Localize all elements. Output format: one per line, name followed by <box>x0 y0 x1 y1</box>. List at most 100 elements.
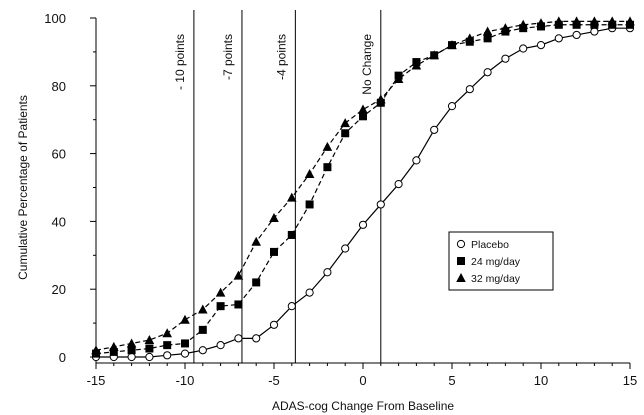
data-point-marker <box>234 334 243 343</box>
legend-box <box>448 231 554 291</box>
legend: Placebo 24 mg/day 32 mg/day <box>448 231 554 291</box>
data-point-marker <box>625 16 635 26</box>
data-point-marker <box>358 220 368 229</box>
x-axis-title: ADAS-cog Change From Baseline <box>272 399 454 413</box>
data-point-marker <box>304 168 315 178</box>
data-point-marker <box>323 163 332 172</box>
data-point-marker <box>412 156 421 165</box>
data-point-marker <box>456 239 466 249</box>
data-point-marker <box>571 16 582 26</box>
legend-label: 24 mg/day <box>471 256 521 268</box>
data-point-marker <box>554 34 563 43</box>
data-point-marker <box>447 40 457 50</box>
data-point-marker <box>456 273 466 282</box>
data-point-marker <box>359 112 367 121</box>
data-point-marker <box>126 338 137 348</box>
data-point-marker <box>198 304 208 314</box>
y-tick-label: 0 <box>59 350 66 365</box>
data-point-marker <box>430 125 439 134</box>
data-point-marker <box>429 50 439 60</box>
data-point-marker <box>180 314 190 324</box>
x-ticks: -15 -10 -5 0 5 10 15 <box>87 363 637 388</box>
x-tick-label: -5 <box>268 373 280 388</box>
data-point-marker <box>198 325 207 334</box>
data-point-marker <box>109 341 119 351</box>
data-point-marker <box>163 351 172 360</box>
y-axis-title: Cumulative Percentage of Patients <box>16 95 30 280</box>
data-point-marker <box>394 180 403 189</box>
data-point-marker <box>607 16 617 26</box>
data-point-marker <box>482 26 493 36</box>
y-tick-label: 80 <box>52 79 66 94</box>
x-tick-label: 15 <box>623 373 637 388</box>
data-point-marker <box>198 346 207 355</box>
data-point-marker <box>340 118 350 128</box>
data-point-marker <box>252 278 261 287</box>
y-tick-label: 100 <box>44 11 66 26</box>
reference-line-label: -7 points <box>221 34 235 80</box>
data-point-marker <box>180 349 190 358</box>
data-point-marker <box>127 346 136 355</box>
data-point-marker <box>483 68 492 77</box>
data-point-marker <box>269 320 279 329</box>
data-point-marker <box>341 129 350 138</box>
data-point-marker <box>500 23 511 33</box>
data-point-marker <box>287 192 297 202</box>
data-point-marker <box>536 41 546 50</box>
x-tick-label: 10 <box>534 373 548 388</box>
data-point-marker <box>536 18 546 28</box>
y-ticks: 0 20 40 60 80 100 <box>44 11 96 365</box>
data-point-marker <box>376 200 385 209</box>
data-point-marker <box>501 54 510 63</box>
data-point-marker <box>554 16 564 26</box>
reference-line-label: -4 points <box>274 34 288 80</box>
data-point-marker <box>216 341 225 350</box>
data-point-marker <box>145 352 154 362</box>
x-tick-label: -10 <box>176 373 195 388</box>
data-point-marker <box>447 102 457 111</box>
data-point-marker <box>589 16 600 26</box>
data-point-marker <box>376 94 386 104</box>
data-point-marker <box>465 33 475 43</box>
data-point-marker <box>234 300 243 309</box>
reference-line-label: - 10 points <box>173 34 187 90</box>
data-point-marker <box>216 302 225 311</box>
data-point-marker <box>305 288 314 297</box>
data-point-marker <box>233 270 244 280</box>
data-point-marker <box>393 74 404 84</box>
data-point-marker <box>181 339 189 348</box>
data-point-marker <box>145 344 154 353</box>
data-point-marker <box>91 345 101 355</box>
data-point-marker <box>252 334 261 343</box>
data-point-marker <box>457 257 465 265</box>
data-point-marker <box>305 200 314 209</box>
data-point-marker <box>590 27 599 36</box>
data-point-marker <box>358 104 368 114</box>
reference-line-label: No Change <box>360 34 374 95</box>
data-point-marker <box>270 247 278 256</box>
data-point-marker <box>163 341 172 350</box>
data-point-marker <box>215 287 226 297</box>
data-point-marker <box>411 60 422 70</box>
series-32-mg-day <box>91 16 635 355</box>
data-point-marker <box>144 335 155 345</box>
data-point-marker <box>251 236 261 246</box>
data-point-marker <box>109 347 118 356</box>
data-point-marker <box>483 34 492 43</box>
data-point-marker <box>518 19 528 29</box>
x-tick-label: 0 <box>359 373 366 388</box>
x-tick-label: 5 <box>448 373 455 388</box>
series-layer <box>91 16 635 362</box>
data-point-marker <box>287 302 296 311</box>
y-tick-label: 40 <box>52 214 66 229</box>
data-point-marker <box>572 30 581 40</box>
x-tick-label: -15 <box>87 373 106 388</box>
data-point-marker <box>269 213 279 223</box>
data-point-marker <box>323 268 332 277</box>
legend-label: Placebo <box>471 239 509 251</box>
y-tick-label: 60 <box>52 147 66 162</box>
data-point-marker <box>127 352 136 362</box>
legend-label: 32 mg/day <box>471 273 521 285</box>
data-point-marker <box>341 244 350 253</box>
